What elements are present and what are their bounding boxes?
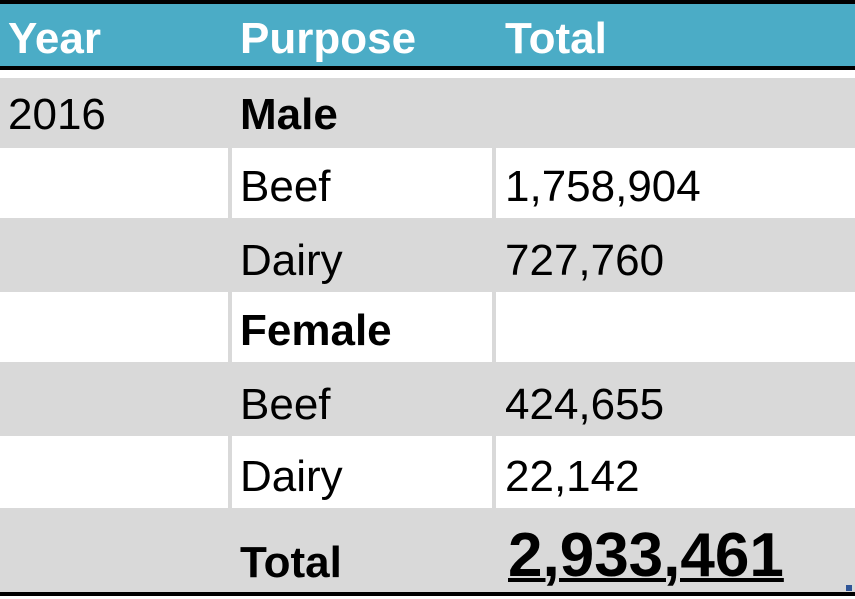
table-row: 2016 Male (0, 78, 855, 148)
table-row-total: Total 2,933,461 (0, 508, 855, 592)
header-purpose: Purpose (240, 14, 417, 63)
table-row: Beef 1,758,904 (0, 148, 855, 218)
cell-purpose: Male (240, 90, 338, 139)
cell-total: 1,758,904 (505, 162, 701, 211)
table-row: Dairy 22,142 (0, 436, 855, 508)
resize-handle[interactable] (846, 585, 852, 591)
cell-total: 22,142 (505, 452, 640, 501)
cell-purpose: Beef (240, 162, 331, 211)
table-header: Year Purpose Total (0, 0, 855, 70)
header-total: Total (505, 14, 607, 63)
column-divider (228, 436, 232, 508)
cell-purpose: Dairy (240, 452, 343, 501)
table-row: Female (0, 292, 855, 362)
table-bottom-border (0, 592, 855, 596)
cell-purpose: Beef (240, 380, 331, 429)
table-row: Beef 424,655 (0, 362, 855, 436)
grand-total-value: 2,933,461 (508, 521, 784, 590)
cell-total: 424,655 (505, 380, 665, 429)
cell-purpose: Female (240, 306, 392, 355)
cell-year: 2016 (8, 90, 106, 139)
column-divider (492, 148, 496, 218)
cell-purpose: Dairy (240, 236, 343, 285)
column-divider (228, 292, 232, 362)
column-divider (228, 148, 232, 218)
cell-purpose-total: Total (240, 538, 342, 587)
header-year: Year (8, 14, 101, 63)
column-divider (492, 436, 496, 508)
column-divider (492, 292, 496, 362)
table-row: Dairy 727,760 (0, 218, 855, 292)
cell-total: 727,760 (505, 236, 665, 285)
